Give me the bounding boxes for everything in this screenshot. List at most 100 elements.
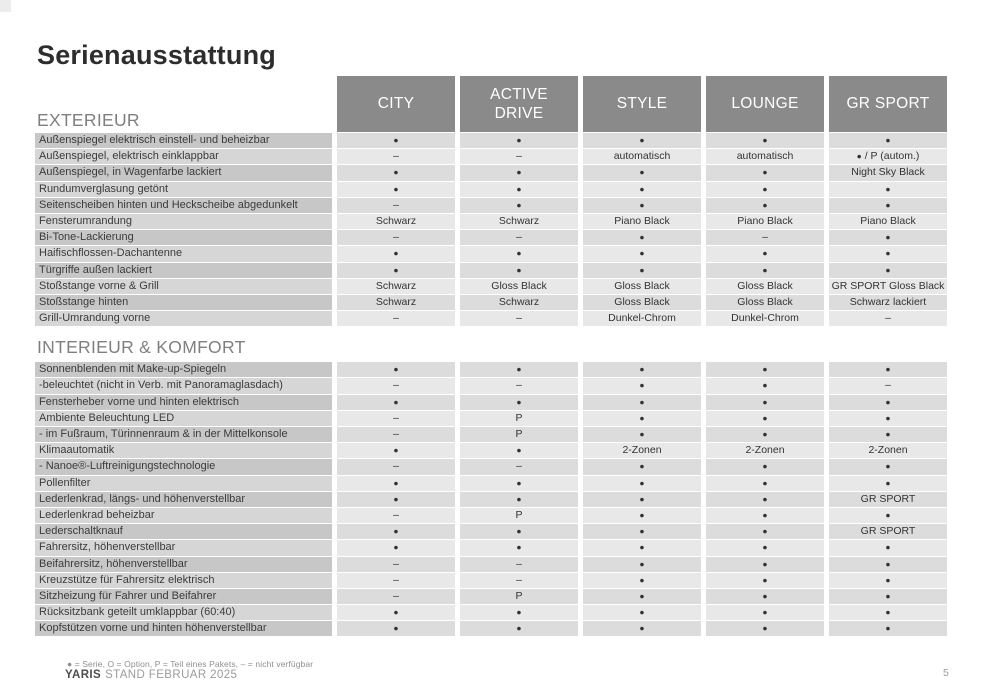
series-dot-icon: ● [639, 429, 645, 439]
series-dot-icon: ● [639, 380, 645, 391]
value-cell: Gloss Black [583, 278, 701, 294]
series-dot-icon: ● [393, 364, 399, 375]
value-cell: ● [337, 181, 455, 197]
value-cell: ● [337, 621, 455, 637]
value-cell: – [337, 459, 455, 475]
value-cell: – [337, 588, 455, 605]
value-cell: ● [829, 197, 947, 213]
value-cell: ● [583, 605, 701, 621]
value-cell: ● [583, 556, 701, 572]
series-dot-icon: ● [639, 232, 645, 243]
series-dot-icon: ● [639, 542, 645, 553]
series-dot-icon: ● [762, 167, 768, 178]
table-row: Klimaautomatik ● ● 2-Zonen 2-Zonen 2-Zonen [35, 443, 947, 459]
value-cell: ● [337, 605, 455, 621]
series-dot-icon: ● [762, 248, 768, 259]
series-dot-icon: ● [639, 477, 645, 488]
value-cell: ● [337, 540, 455, 556]
value-cell: ● [583, 540, 701, 556]
value-cell: Piano Black [829, 213, 947, 230]
series-dot-icon: ● [639, 135, 645, 145]
value-cell: ● [460, 362, 578, 378]
series-dot-icon: ● [885, 232, 891, 243]
series-dot-icon: ● [885, 509, 891, 520]
feature-label: Fahrersitz, höhenverstellbar [35, 540, 332, 556]
series-dot-icon: ● [639, 199, 645, 210]
table-row: Außenspiegel, elektrisch einklappbar – – au… [35, 149, 947, 165]
feature-label: Sonnenblenden mit Make-up-Spiegeln [35, 362, 332, 378]
feature-label: -beleuchtet (nicht in Verb. mit Panorama… [35, 378, 332, 394]
value-cell: ● [460, 605, 578, 621]
value-cell: – [337, 427, 455, 443]
value-cell: ● [583, 394, 701, 410]
column-header-label: LOUNGE [731, 95, 799, 113]
value-cell: ● [460, 165, 578, 181]
series-dot-icon: ● [856, 151, 862, 162]
table-row: Stoßstange hinten Schwarz Schwarz Gloss Bla… [35, 294, 947, 311]
value-cell: ● [829, 410, 947, 426]
value-cell: 2-Zonen [829, 443, 947, 459]
feature-label: Pollenfilter [35, 475, 332, 491]
series-dot-icon: ● [885, 412, 891, 423]
value-cell: Dunkel-Chrom [583, 311, 701, 327]
feature-label: Lederschaltknauf [35, 524, 332, 540]
series-dot-icon: ● [639, 607, 645, 618]
series-dot-icon: ● [393, 248, 399, 259]
table-body: Außenspiegel elektrisch einstell- und be… [35, 133, 947, 637]
series-dot-icon: ● [516, 248, 522, 259]
table-row: Stoßstange vorne & Grill Schwarz Gloss Bla… [35, 278, 947, 294]
value-cell: ● [829, 572, 947, 588]
series-dot-icon: ● [885, 396, 891, 407]
series-dot-icon: ● [516, 526, 522, 537]
value-cell: ● [337, 362, 455, 378]
value-cell: ● [706, 427, 824, 443]
table-row: -beleuchtet (nicht in Verb. mit Panorama… [35, 378, 947, 394]
value-cell: ● [829, 427, 947, 443]
value-cell: 2-Zonen [583, 443, 701, 459]
value-cell: ● [706, 394, 824, 410]
value-cell: – [829, 311, 947, 327]
series-dot-icon: ● [762, 493, 768, 504]
value-cell: ● [583, 491, 701, 507]
table-row: Rundumverglasung getönt ● ● ● ● ● [35, 181, 947, 197]
value-cell: ● [460, 443, 578, 459]
value-cell: – [337, 311, 455, 327]
value-cell: ● [829, 181, 947, 197]
table-header-row: EXTERIEUR CITY ACTIVE DRIVE STYLE LOUNGE… [35, 76, 947, 132]
value-cell: ● [460, 262, 578, 278]
series-dot-icon: ● [762, 396, 768, 407]
feature-label: Rücksitzbank geteilt umklappbar (60:40) [35, 605, 332, 621]
value-cell: Schwarz [460, 213, 578, 230]
value-cell: ● [706, 459, 824, 475]
series-dot-icon: ● [885, 199, 891, 210]
value-cell: ● [706, 540, 824, 556]
series-dot-icon: ● [639, 574, 645, 585]
table-row: Beifahrersitz, höhenverstellbar – – ● ● ● [35, 556, 947, 572]
feature-label: Rundumverglasung getönt [35, 181, 332, 197]
value-cell: ● [583, 197, 701, 213]
value-cell: ● [583, 133, 701, 149]
value-cell: ● [583, 378, 701, 394]
value-cell: ● [706, 491, 824, 507]
series-dot-icon: ● [762, 364, 768, 375]
series-dot-icon: ● [393, 493, 399, 504]
value-cell: ● [829, 230, 947, 246]
table-row: Sonnenblenden mit Make-up-Spiegeln ● ● ● ● ● [35, 362, 947, 378]
value-cell: – [829, 378, 947, 394]
value-cell: – [337, 149, 455, 165]
value-cell: ● [583, 181, 701, 197]
feature-label: Stoßstange hinten [35, 294, 332, 311]
series-dot-icon: ● [762, 526, 768, 537]
column-header-label: CITY [377, 95, 415, 113]
value-cell: ● [706, 362, 824, 378]
value-cell: – [460, 230, 578, 246]
series-dot-icon: ● [393, 542, 399, 553]
table-row: Sitzheizung für Fahrer und Beifahrer – P ● ●… [35, 588, 947, 605]
value-cell: ● [583, 507, 701, 524]
feature-label: Fensterheber vorne und hinten elektrisch [35, 394, 332, 410]
section-header-exterieur: EXTERIEUR [37, 110, 140, 130]
value-cell: Dunkel-Chrom [706, 311, 824, 327]
series-dot-icon: ● [885, 574, 891, 585]
value-cell: ● [829, 459, 947, 475]
